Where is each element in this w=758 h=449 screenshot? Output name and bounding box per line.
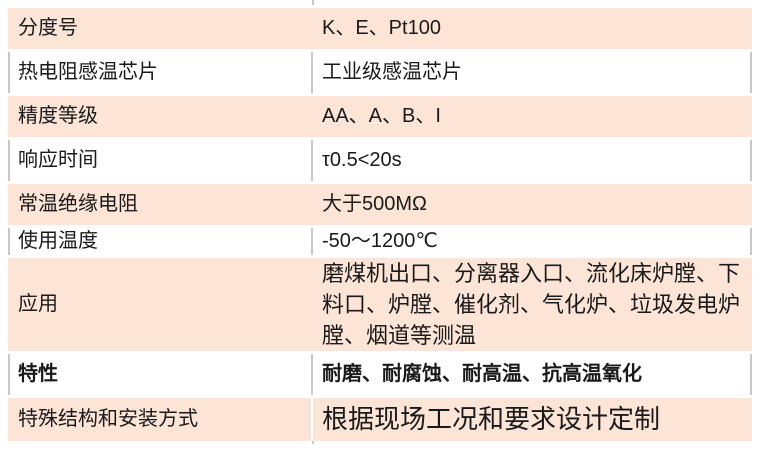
row-label: 热电阻感温芯片 [8, 52, 313, 93]
table-row-custom-structure: 特殊结构和安装方式 根据现场工况和要求设计定制 [8, 398, 752, 441]
row-value: 耐磨、耐腐蚀、耐高温、抗高温氧化 [313, 354, 752, 395]
table-row-accuracy-class: 精度等级 AA、A、B、I [8, 96, 752, 137]
row-value: K、E、Pt100 [313, 8, 752, 49]
row-label: 使用温度 [8, 228, 313, 255]
row-label: 特性 [8, 354, 313, 395]
row-value: -50～1200℃ [313, 228, 752, 255]
row-label: 特殊结构和安装方式 [8, 398, 313, 441]
row-value: 工业级感温芯片 [313, 52, 752, 93]
table-row-sensing-chip: 热电阻感温芯片 工业级感温芯片 [8, 52, 752, 93]
row-label: 应用 [8, 258, 313, 351]
row-value: AA、A、B、I [313, 96, 752, 137]
table-row-features: 特性 耐磨、耐腐蚀、耐高温、抗高温氧化 [8, 354, 752, 395]
row-label: 响应时间 [8, 140, 313, 181]
row-value: 根据现场工况和要求设计定制 [313, 398, 752, 441]
spec-table: 分度号 K、E、Pt100 热电阻感温芯片 工业级感温芯片 精度等级 AA、A、… [8, 8, 752, 444]
gridline-tick-top [312, 0, 314, 5]
row-label: 精度等级 [8, 96, 313, 137]
table-row-graduation: 分度号 K、E、Pt100 [8, 8, 752, 49]
table-row-response-time: 响应时间 τ0.5<20s [8, 140, 752, 181]
row-value: 大于500MΩ [313, 184, 752, 225]
row-label: 分度号 [8, 8, 313, 49]
row-label: 常温绝缘电阻 [8, 184, 313, 225]
table-row-insulation-resistance: 常温绝缘电阻 大于500MΩ [8, 184, 752, 225]
row-value: τ0.5<20s [313, 140, 752, 181]
table-row-operating-temperature: 使用温度 -50～1200℃ [8, 228, 752, 255]
table-row-applications: 应用 磨煤机出口、分离器入口、流化床炉膛、下料口、炉膛、催化剂、气化炉、垃圾发电… [8, 258, 752, 351]
gridline-tick-bottom [312, 439, 314, 444]
row-value: 磨煤机出口、分离器入口、流化床炉膛、下料口、炉膛、催化剂、气化炉、垃圾发电炉膛、… [313, 258, 752, 351]
